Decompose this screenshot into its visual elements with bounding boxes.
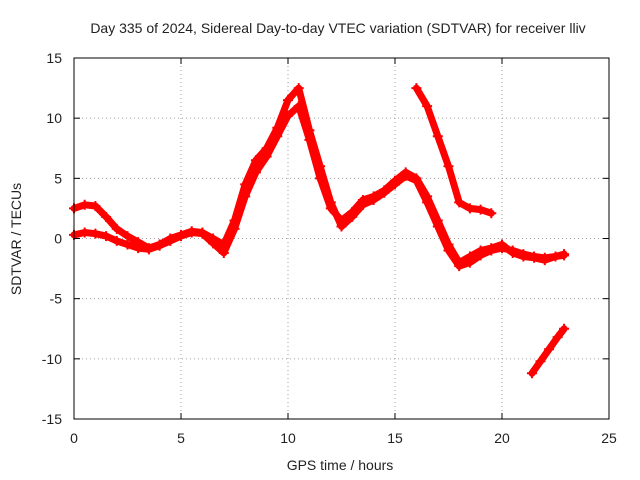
data-point [154, 239, 165, 250]
y-tick-label: 10 [46, 110, 62, 126]
data-point [529, 251, 540, 262]
data-point [122, 239, 133, 250]
data-point [357, 199, 368, 210]
chart-title: Day 335 of 2024, Sidereal Day-to-day VTE… [90, 20, 585, 36]
x-tick-label: 5 [177, 430, 185, 446]
data-point [518, 249, 529, 260]
data-point [208, 233, 219, 244]
y-tick-label: 15 [46, 50, 62, 66]
data-point [250, 155, 261, 166]
data-point [422, 101, 433, 112]
series-line [528, 325, 568, 377]
data-point [261, 143, 272, 154]
x-tick-label: 20 [494, 430, 510, 446]
data-point [197, 227, 208, 238]
x-tick-label: 15 [387, 430, 403, 446]
data-point [379, 187, 390, 198]
data-point [101, 211, 112, 222]
data-point [325, 197, 336, 208]
data-point [133, 237, 144, 248]
data-point [122, 231, 133, 242]
data-point [218, 239, 229, 250]
data-point [347, 211, 358, 222]
data-point [443, 161, 454, 172]
data-point [464, 203, 475, 214]
y-tick-label: -10 [42, 351, 62, 367]
y-tick-label: 0 [54, 231, 62, 247]
x-tick-label: 0 [70, 430, 78, 446]
data-point [497, 243, 507, 254]
data-point [475, 204, 486, 215]
data-point [272, 122, 283, 133]
x-tick-label: 25 [601, 430, 617, 446]
data-point [559, 249, 570, 260]
data-point [390, 179, 400, 190]
series-3 [411, 83, 497, 219]
data-point [176, 229, 186, 240]
data-point [535, 356, 546, 367]
data-point [90, 201, 101, 212]
data-point [475, 250, 486, 261]
data-point [218, 247, 229, 258]
y-tick-label: 5 [54, 170, 62, 186]
grid [74, 58, 609, 419]
data-point [240, 179, 251, 190]
data-point [165, 233, 176, 244]
series-line [70, 102, 568, 267]
data-point [101, 231, 112, 242]
data-point [432, 131, 443, 142]
data-point [550, 251, 561, 262]
data-point [422, 197, 433, 208]
data-point [143, 243, 154, 254]
y-tick-label: -5 [50, 291, 63, 307]
x-tick-label: 10 [280, 430, 296, 446]
data-point [368, 194, 379, 205]
data-series [69, 83, 570, 379]
axis-ticks: 0 5 10 15 20 25 -15 -10 -5 0 5 10 15 [42, 50, 617, 446]
data-point [79, 199, 90, 210]
data-point [454, 261, 465, 272]
data-point [315, 161, 326, 172]
data-point [229, 215, 240, 226]
y-axis-label: SDTVAR / TECUs [8, 183, 24, 295]
data-point [111, 235, 122, 246]
data-point [552, 332, 563, 343]
data-point [111, 223, 122, 234]
data-point [186, 226, 197, 237]
series-4 [526, 323, 570, 379]
data-point [411, 175, 422, 186]
data-point [411, 83, 422, 94]
x-axis-label: GPS time / hours [287, 457, 394, 473]
data-point [293, 83, 304, 94]
data-point [486, 245, 497, 256]
data-point [336, 221, 347, 232]
data-point [559, 323, 570, 334]
data-point [400, 170, 411, 181]
data-point [544, 344, 555, 355]
series-2 [69, 83, 570, 272]
y-tick-label: -15 [42, 411, 62, 427]
data-point [432, 221, 443, 232]
data-point [443, 245, 454, 256]
data-point [304, 125, 315, 136]
data-point [464, 257, 475, 268]
data-point [539, 252, 550, 263]
data-point [526, 368, 537, 379]
data-point [79, 227, 90, 238]
data-point [454, 197, 465, 208]
data-point [90, 228, 101, 239]
data-point [486, 208, 497, 219]
data-point [283, 95, 293, 106]
data-point [507, 245, 518, 256]
